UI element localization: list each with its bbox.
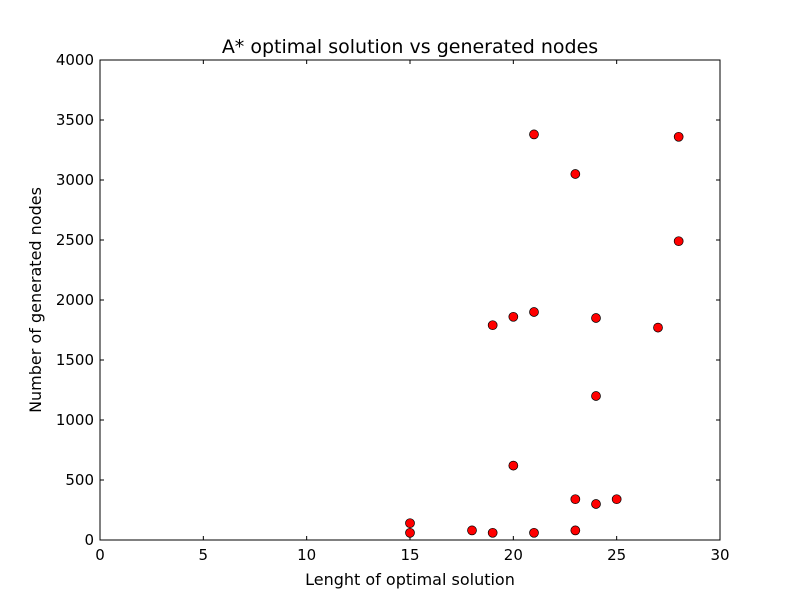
x-tick-label: 0 [95,546,105,564]
y-tick-label: 0 [84,531,94,549]
data-point [508,311,519,322]
data-point [653,322,663,333]
data-point [570,494,581,505]
data-point [529,129,539,140]
y-tick-label: 500 [65,471,94,489]
data-point [673,236,684,247]
data-point [570,169,581,179]
data-point [487,320,498,331]
x-tick-label: 15 [400,546,419,564]
data-point [405,527,415,538]
data-point [591,313,601,323]
data-point [467,525,477,536]
y-tick-label: 3500 [56,111,94,129]
data-point [673,131,684,142]
data-point [508,460,519,471]
x-tick-label: 5 [199,546,209,564]
data-point [529,527,539,538]
data-point [591,391,601,401]
data-point [591,499,601,509]
y-tick-label: 2500 [56,231,94,249]
data-point [611,494,622,505]
y-tick-label: 4000 [56,51,94,69]
x-tick-label: 25 [607,546,626,564]
plot-frame [99,59,721,541]
y-tick-label: 3000 [56,171,94,189]
x-tick-label: 10 [297,546,316,564]
y-tick-label: 2000 [56,291,94,309]
x-tick-label: 30 [710,546,729,564]
data-point [487,527,498,538]
y-tick-label: 1500 [56,351,94,369]
data-point [529,307,539,317]
chart-title: A* optimal solution vs generated nodes [222,36,598,58]
data-point [570,525,581,536]
data-point [405,518,415,529]
x-tick-label: 20 [504,546,523,564]
y-axis-label: Number of generated nodes [26,187,45,413]
plot-area: 0 5 10 15 20 25 30 0 500 1000 1500 2000 2500 3000 3500… [56,51,730,564]
y-tick-label: 1000 [56,411,94,429]
x-axis-label: Lenght of optimal solution [305,570,515,589]
